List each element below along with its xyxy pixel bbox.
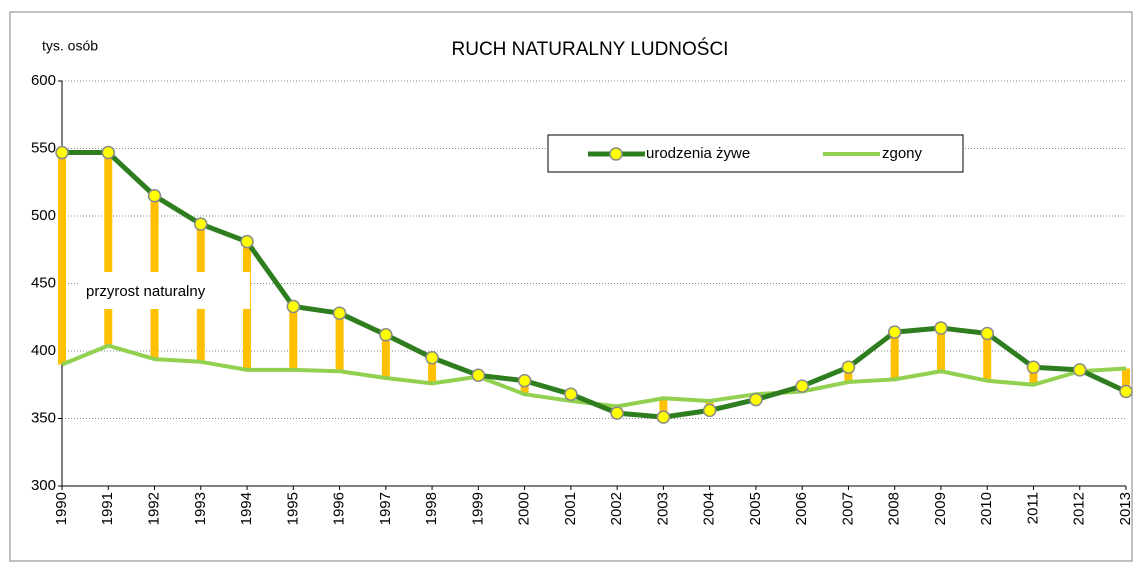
x-tick-label: 1997 — [377, 492, 394, 525]
difference-bar — [936, 328, 945, 372]
y-tick-label: 600 — [31, 72, 56, 89]
x-tick-label: 1990 — [53, 492, 70, 525]
y-axis-label: tys. osób — [42, 38, 98, 54]
point — [564, 387, 578, 401]
legend-label: urodzenia żywe — [646, 145, 750, 162]
legend-label: zgony — [882, 145, 923, 162]
y-tick-label: 350 — [31, 409, 56, 426]
point — [517, 373, 532, 388]
point — [332, 306, 347, 320]
x-tick-label: 2009 — [932, 492, 949, 525]
difference-bar — [289, 306, 298, 370]
point — [101, 145, 116, 160]
y-tick-label: 400 — [31, 342, 56, 359]
y-tick-label: 450 — [31, 274, 56, 291]
x-tick-label: 2000 — [516, 492, 533, 525]
x-tick-label: 2012 — [1071, 492, 1088, 525]
x-tick-label: 2010 — [978, 492, 995, 525]
point — [749, 392, 763, 407]
x-tick-label: 2011 — [1024, 492, 1041, 524]
point — [610, 406, 624, 420]
point — [240, 234, 254, 249]
point — [934, 321, 948, 335]
point — [425, 351, 439, 365]
difference-bar — [381, 334, 390, 378]
x-tick-label: 1992 — [145, 492, 162, 525]
point — [887, 325, 902, 339]
x-tick-label: 1999 — [469, 492, 486, 525]
difference-bar — [983, 333, 992, 381]
x-tick-label: 2004 — [701, 492, 718, 525]
y-tick-label: 300 — [31, 477, 56, 494]
x-tick-label: 2003 — [654, 492, 671, 525]
x-tick-label: 2005 — [747, 492, 764, 525]
x-tick-label: 1991 — [99, 492, 116, 525]
difference-bar — [890, 332, 899, 380]
point — [1072, 363, 1087, 377]
point — [471, 368, 486, 383]
point — [379, 328, 393, 342]
difference-bar — [335, 313, 344, 372]
y-tick-label: 500 — [31, 207, 56, 224]
point — [55, 145, 69, 160]
x-tick-label: 1993 — [192, 492, 209, 525]
x-tick-label: 1996 — [331, 492, 348, 525]
x-tick-label: 2008 — [886, 492, 903, 525]
difference-bar — [428, 357, 437, 384]
point — [1026, 360, 1041, 374]
y-tick-label: 550 — [31, 139, 56, 156]
x-tick-label: 2006 — [793, 492, 810, 525]
point — [841, 360, 856, 374]
difference-bar — [1122, 368, 1130, 392]
legend-marker — [609, 147, 623, 161]
difference-bar — [844, 367, 853, 383]
point — [1119, 384, 1133, 399]
annotation-box — [78, 272, 250, 309]
point — [980, 326, 994, 341]
difference-bar — [659, 398, 668, 418]
point — [702, 403, 717, 418]
x-tick-label: 2001 — [562, 492, 579, 525]
annotation: przyrost naturalny — [86, 283, 206, 300]
x-tick-label: 2007 — [839, 492, 856, 525]
x-tick-label: 2002 — [608, 492, 625, 525]
x-tick-label: 1998 — [423, 492, 440, 525]
difference-bar — [58, 152, 66, 365]
series-line — [62, 150, 1128, 420]
point — [795, 379, 809, 393]
x-tick-label: 2013 — [1117, 492, 1133, 525]
point — [656, 410, 671, 424]
x-tick-label: 1994 — [238, 492, 255, 525]
point — [147, 189, 162, 203]
x-tick-label: 1995 — [284, 492, 301, 525]
point — [286, 299, 301, 314]
difference-bar — [1029, 367, 1038, 385]
point — [194, 217, 208, 231]
chart-title: RUCH NATURALNY LUDNOŚCI — [452, 38, 729, 60]
difference-bar — [104, 152, 113, 346]
